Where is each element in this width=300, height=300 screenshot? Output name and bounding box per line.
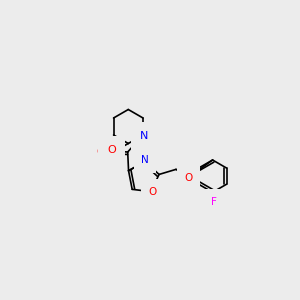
Text: N: N [141,155,149,166]
Text: O: O [107,145,116,155]
Text: O: O [148,187,156,197]
Text: N: N [140,131,148,141]
Text: F: F [211,196,217,207]
Text: O: O [184,173,193,183]
Text: O: O [97,147,106,157]
